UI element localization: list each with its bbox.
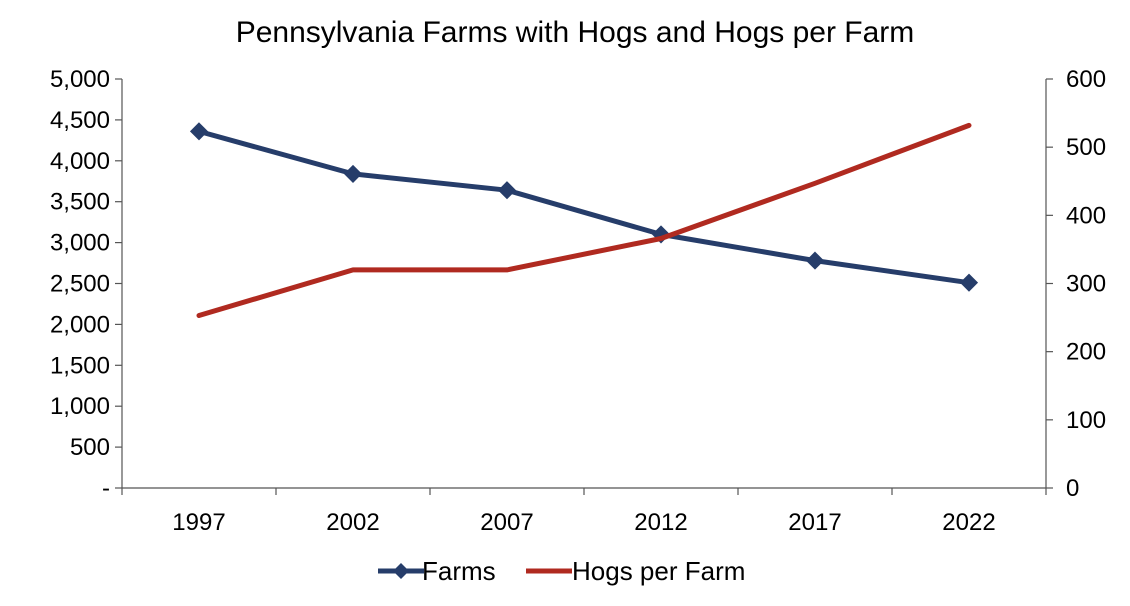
series-line-farms — [196, 128, 972, 286]
left-tick-label: 1,500 — [50, 352, 110, 379]
data-point-marker — [343, 164, 363, 183]
x-tick-label: 2012 — [634, 509, 687, 536]
data-point-marker — [959, 273, 979, 292]
right-tick-label: 200 — [1066, 339, 1106, 366]
right-tick-label: 600 — [1066, 66, 1106, 93]
right-tick-label: 500 — [1066, 134, 1106, 161]
x-tick-label: 2002 — [326, 509, 379, 536]
left-tick-label: 1,000 — [50, 393, 110, 420]
legend-label-hogs-per-farm: Hogs per Farm — [572, 556, 745, 586]
data-point-marker — [497, 181, 517, 200]
legend-label-farms: Farms — [422, 556, 496, 586]
data-point-marker — [805, 251, 825, 270]
left-tick-label: 500 — [70, 434, 110, 461]
legend-marker-farms — [393, 563, 409, 579]
left-tick-label: - — [102, 475, 110, 502]
x-tick-label: 1997 — [172, 509, 225, 536]
series-line-hogs-per-farm — [196, 122, 972, 318]
x-tick-label: 2007 — [480, 509, 533, 536]
left-tick-label: 4,500 — [50, 107, 110, 134]
data-point-marker — [189, 122, 209, 141]
right-axis-ticks: 0 100 200 300 400 500 600 — [1046, 66, 1106, 502]
axes — [121, 79, 1047, 489]
legend: Farms Hogs per Farm — [378, 556, 745, 586]
right-tick-label: 0 — [1066, 475, 1079, 502]
left-tick-label: 3,000 — [50, 230, 110, 257]
left-tick-label: 2,500 — [50, 271, 110, 298]
right-tick-label: 400 — [1066, 202, 1106, 229]
x-tick-label: 2017 — [788, 509, 841, 536]
x-tick-label: 2022 — [942, 509, 995, 536]
series-layer — [189, 122, 979, 318]
left-tick-label: 3,500 — [50, 189, 110, 216]
left-axis-ticks: - 500 1,000 1,500 2,000 2,500 3,000 3,500 4,000 4… — [50, 66, 122, 502]
left-tick-label: 5,000 — [50, 66, 110, 93]
left-tick-label: 2,000 — [50, 311, 110, 338]
chart-title: Pennsylvania Farms with Hogs and Hogs pe… — [236, 16, 915, 49]
right-tick-label: 300 — [1066, 271, 1106, 298]
right-tick-label: 100 — [1066, 407, 1106, 434]
left-tick-label: 4,000 — [50, 148, 110, 175]
x-axis-ticks: 1997 2002 2007 2012 2017 2022 — [121, 488, 1047, 536]
